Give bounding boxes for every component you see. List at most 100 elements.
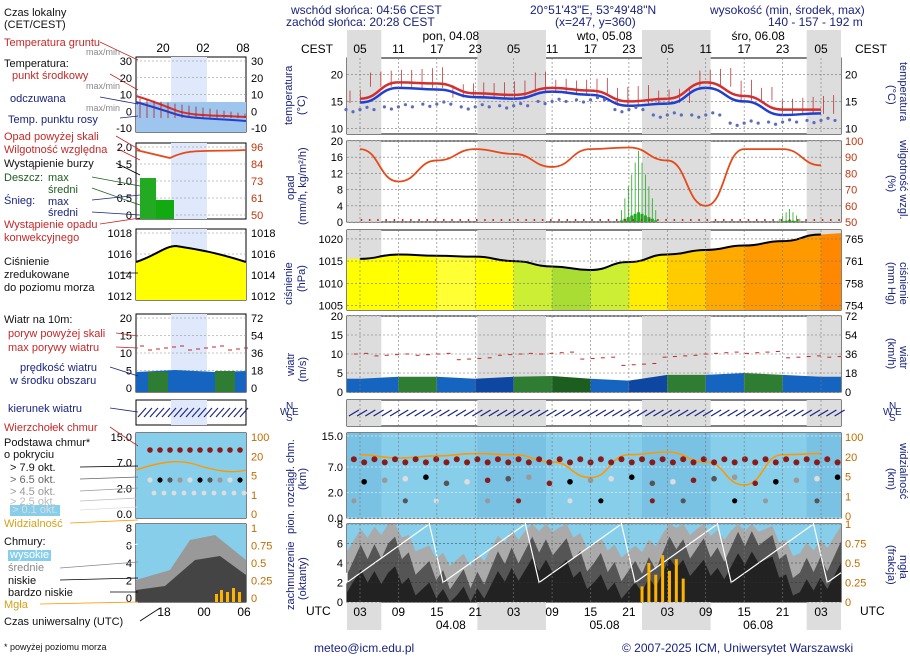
pressure-tick-left: 1005 (319, 301, 343, 313)
convective-marker (648, 219, 651, 221)
legend-precip-occur-2: konwekcyjnego (4, 232, 80, 244)
mini-tick-right: 20 (251, 451, 263, 463)
wind-direction-arrow (768, 409, 780, 417)
cloud-top-dot (608, 459, 615, 466)
hour-top-label: 11 (700, 42, 713, 56)
dew-point-dot (672, 111, 676, 115)
panel-prec (346, 140, 842, 223)
mini-tick-left: 8 (126, 523, 132, 535)
legend-temp-maxmin: max/min (86, 81, 121, 91)
convective-marker (368, 219, 371, 221)
mini-cloud-top-dot (227, 447, 233, 453)
coords-text: 20°51'43"E, 53°49'48"N (530, 3, 657, 17)
cloud-top-dot (392, 456, 399, 463)
convective-marker (632, 219, 634, 221)
mini-tick-right: 50 (251, 210, 263, 222)
dew-point-dot (833, 118, 837, 123)
pressure-fill (667, 250, 706, 310)
mini-fog-bar (226, 592, 229, 602)
convective-marker (772, 219, 774, 221)
tz-bottom-left: UTC (306, 604, 331, 618)
cloud-top-dot (525, 459, 532, 466)
mmhg-tick-right: 754 (845, 301, 863, 313)
mini-night-band (171, 400, 207, 425)
wind-direction-arrow (513, 409, 524, 417)
night-band-bottom-axis (806, 602, 841, 630)
compass-n: N (889, 401, 897, 412)
mini-cloud-base-dot (171, 490, 177, 496)
wind-direction-arrow (694, 409, 705, 417)
hour-bottom-label: 09 (545, 605, 559, 619)
wind-tick-left: 20 (331, 311, 343, 323)
mini-tick-right: 61 (251, 193, 263, 205)
mini-tick-left: 15.0 (111, 432, 132, 444)
wind-direction-arrow (719, 409, 730, 417)
dew-point-dot (498, 104, 502, 108)
cloud-top-dot (669, 459, 676, 466)
wind-speed-fill (782, 374, 821, 392)
axis-title-temp-right: temperatura (897, 62, 909, 122)
dew-point-dot (826, 116, 830, 120)
dew-point-dot (735, 123, 739, 127)
cloud-base-dot (381, 477, 388, 484)
cloud-base-dot (515, 498, 522, 504)
cloud-base-dot (814, 475, 820, 482)
legend-visibility: Widzialność (4, 518, 63, 530)
legend-pressure-3: do poziomu morza (4, 282, 95, 294)
fog-bar (681, 578, 685, 602)
convective-marker (377, 219, 379, 221)
hour-top-label: 11 (392, 42, 405, 56)
convective-marker (393, 219, 396, 221)
convective-marker (583, 219, 585, 221)
cloud-base-dot (505, 475, 512, 482)
cloud-base-dot (814, 498, 820, 504)
rain-mean-bar (630, 215, 634, 222)
wind-direction-arrow (554, 409, 566, 417)
pressure-tick-left: 1010 (319, 278, 343, 290)
mini-cloud-top-dot (147, 447, 153, 453)
mini-hour-bottom: 00 (197, 605, 211, 619)
dew-point-dot (449, 102, 453, 106)
footer-email[interactable]: meteo@icm.edu.pl (314, 641, 415, 655)
wind-direction-arrow (653, 409, 664, 417)
legend-pressure-2: zredukowane (4, 269, 70, 281)
mini-fog-bar (232, 588, 235, 602)
fog-bar (667, 570, 671, 602)
mini-hour-top: 02 (196, 41, 210, 55)
mini-tick-left: 2.0 (117, 483, 132, 495)
convective-marker (788, 219, 791, 221)
wind-direction-arrow (381, 409, 393, 417)
mini-fog-bar (215, 594, 218, 602)
legend-soil-temp: Temperatura gruntu (4, 37, 100, 49)
fog-tick-right: 1 (845, 519, 851, 531)
cloud-base-dot (628, 474, 635, 481)
convective-marker (615, 219, 618, 221)
wind-direction-arrow (455, 409, 467, 417)
very-low-cloud-area (347, 551, 841, 602)
mini-tick-left: 1.0 (117, 176, 132, 188)
dew-point-dot (410, 105, 415, 109)
legend-leader-line (79, 506, 139, 511)
legend-cloud-base-2: o pokryciu (4, 449, 55, 461)
legend-leader-line (109, 426, 139, 447)
mini-tick-left: 5 (126, 366, 132, 378)
cloud-top-dot (381, 459, 388, 466)
axis-title-cb-left-unit: (km) (297, 468, 309, 490)
cloud-base-dot (670, 478, 676, 485)
dew-point-dot (574, 98, 579, 102)
visibility-tick-right: 100 (845, 432, 863, 444)
wind-direction-arrow (365, 409, 376, 417)
compass-w-left: W (280, 407, 290, 418)
pressure-fill (705, 245, 745, 310)
axis-title-prec-right-unit: (%) (885, 175, 897, 193)
temp-tick-left: 15 (331, 96, 343, 108)
mini-cloud-base-dot (147, 477, 153, 483)
cloud-top-dot (783, 456, 790, 463)
wind-tick-left: 0 (337, 387, 343, 399)
dew-point-dot (728, 121, 732, 125)
axis-title-wind-right: wiatr (897, 346, 909, 370)
mini-wind-dir-arrow (227, 407, 237, 418)
wind-direction-arrow (488, 409, 500, 417)
convective-marker (517, 219, 519, 221)
wind-direction-arrow (529, 409, 541, 417)
